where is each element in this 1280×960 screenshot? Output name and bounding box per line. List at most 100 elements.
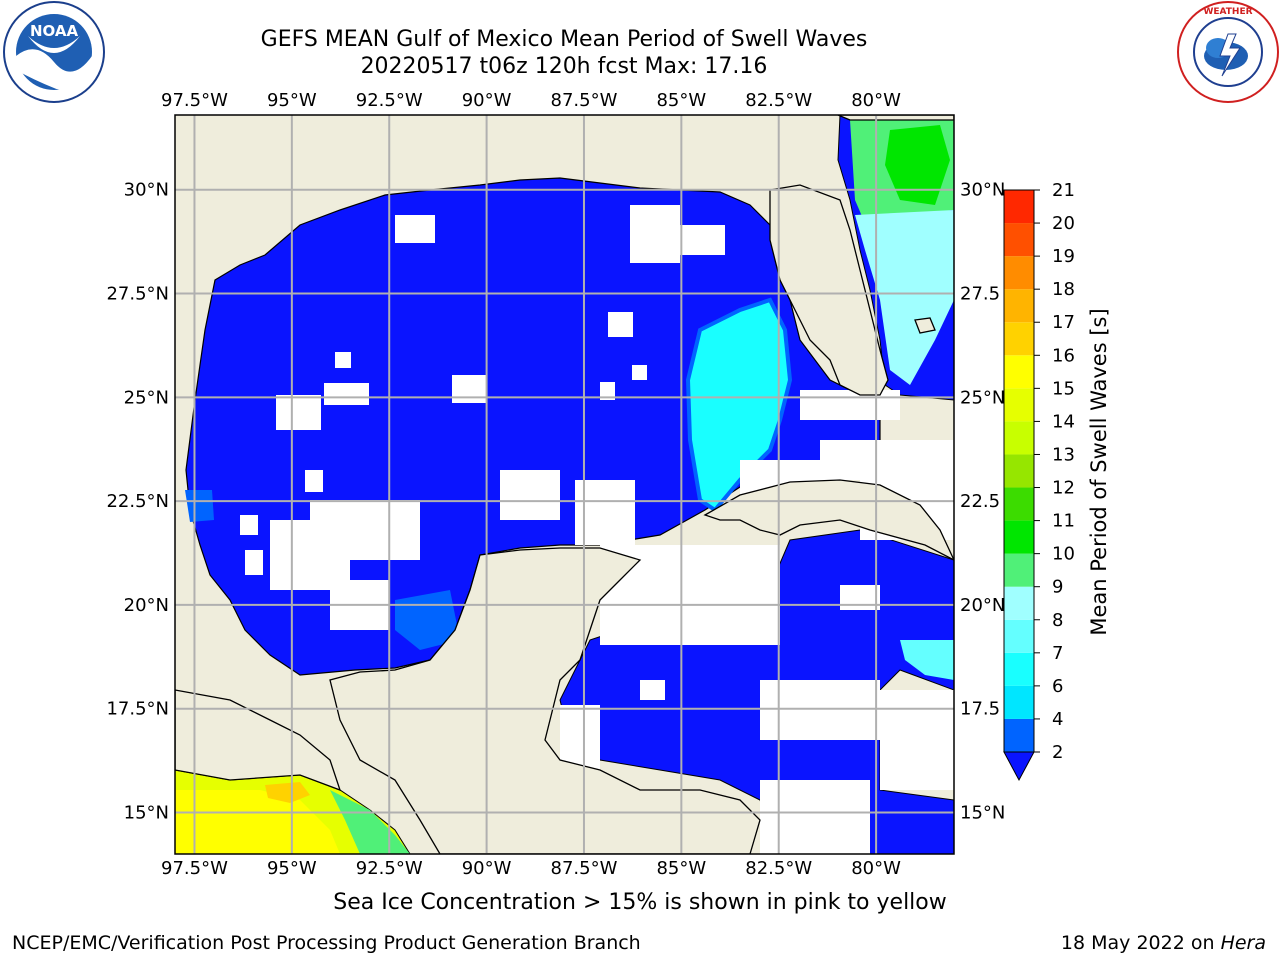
longitude-label: 97.5°W — [161, 90, 228, 111]
yucatan-peninsula — [329, 547, 761, 854]
colorbar-frame — [1003, 189, 1035, 753]
colorbar-tick-label: 9 — [1052, 577, 1063, 598]
longitude-label: 80°W — [851, 90, 901, 111]
atlantic-green-core — [885, 125, 950, 205]
longitude-label: 87.5°W — [551, 858, 618, 879]
colorbar-segment — [1004, 190, 1034, 224]
colorbar-segment — [1004, 454, 1034, 488]
colorbar-segment — [1004, 619, 1034, 653]
map-title: GEFS MEAN Gulf of Mexico Mean Period of … — [260, 27, 868, 52]
latitude-label: 27.5°N — [106, 284, 169, 305]
colorbar-segment — [1004, 289, 1034, 323]
latitude-label-right: 20°N — [960, 595, 1005, 616]
pacific-orange-spot — [265, 782, 310, 803]
colorbar-label: Mean Period of Swell Waves [s] — [1087, 308, 1111, 635]
colorbar-segment — [1004, 652, 1034, 686]
colorbar-tick-label: 20 — [1052, 213, 1075, 234]
graticule — [175, 115, 954, 854]
latitude-label-right: 27.5 — [960, 284, 1000, 305]
colorbar: 2 4 6 7 8 9 10 11 12 13 14 15 16 17 18 19 20 21 — [1003, 180, 1075, 782]
colorbar-segment — [1004, 388, 1034, 422]
colorbar-tick-label: 17 — [1052, 312, 1075, 333]
colorbar-tick-label: 16 — [1052, 345, 1075, 366]
colorbar-tick-label: 21 — [1052, 180, 1075, 201]
colorbar-tick-label: 19 — [1052, 246, 1075, 267]
colorbar-tick-label: 2 — [1052, 742, 1063, 763]
colorbar-segment — [1004, 553, 1034, 587]
latitude-label: 22.5°N — [106, 491, 169, 512]
gulf-cyan-plume — [685, 297, 793, 513]
colorbar-tick-label: 18 — [1052, 279, 1075, 300]
longitude-labels-bottom: 97.5°W 95°W 92.5°W 90°W 87.5°W 85°W 82.5°W 80°W — [161, 858, 901, 879]
longitude-label: 95°W — [267, 858, 317, 879]
colorbar-tick-label: 6 — [1052, 676, 1063, 697]
western-gulf-light-area — [185, 490, 214, 522]
longitude-label: 82.5°W — [745, 90, 812, 111]
land-masses — [175, 115, 954, 854]
svg-text:NOAA: NOAA — [30, 22, 79, 40]
colorbar-tick-label: 10 — [1052, 544, 1075, 565]
latitude-label-right: 30°N — [960, 180, 1005, 201]
florida-peninsula — [769, 184, 889, 396]
colorbar-tick-label: 11 — [1052, 511, 1075, 532]
colorbar-tick-label: 15 — [1052, 378, 1075, 399]
footer-credit: NCEP/EMC/Verification Post Processing Pr… — [12, 932, 641, 954]
colorbar-segment — [1004, 586, 1034, 620]
noaa-logo: NOAA — [3, 1, 105, 103]
colorbar-tick-label: 12 — [1052, 478, 1075, 499]
colorbar-segment — [1004, 322, 1034, 356]
colorbar-segment — [1004, 487, 1034, 521]
central-america-lowlands — [175, 689, 342, 792]
longitude-label: 90°W — [462, 90, 512, 111]
florida-east-coast — [837, 115, 954, 121]
map-subtitle: 20220517 t06z 120h fcst Max: 17.16 — [360, 54, 768, 79]
colorbar-tick-label: 13 — [1052, 444, 1075, 465]
footer-date-text: 18 May 2022 on — [1060, 932, 1221, 954]
caribbean-cyan-area — [900, 640, 954, 680]
longitude-label: 92.5°W — [356, 90, 423, 111]
longitude-label: 95°W — [267, 90, 317, 111]
longitude-label: 92.5°W — [356, 858, 423, 879]
latitude-label-right: 15°N — [960, 802, 1005, 823]
cuba-island — [703, 479, 954, 561]
colorbar-segment — [1004, 355, 1034, 389]
latitude-label-right: 17.5 — [960, 699, 1000, 720]
latitude-label: 17.5°N — [106, 699, 169, 720]
colorbar-segment — [1004, 421, 1034, 455]
colorbar-segment — [1004, 223, 1034, 257]
footer-host: Hera — [1220, 932, 1266, 954]
latitude-label: 30°N — [124, 180, 169, 201]
longitude-label: 80°W — [851, 858, 901, 879]
pacific-yellow-core — [175, 790, 340, 854]
latitude-label: 15°N — [124, 802, 169, 823]
bahamas-island — [914, 317, 936, 334]
sea-ice-note: Sea Ice Concentration > 15% is shown in … — [333, 890, 947, 915]
colorbar-segment — [1004, 256, 1034, 290]
longitude-label: 97.5°W — [161, 858, 228, 879]
colorbar-segment — [1004, 520, 1034, 554]
longitude-label: 87.5°W — [551, 90, 618, 111]
latitude-label: 20°N — [124, 595, 169, 616]
longitude-label: 85°W — [656, 90, 706, 111]
colorbar-segment — [1004, 685, 1034, 719]
latitude-label-right: 22.5 — [960, 491, 1000, 512]
latitude-labels-right: 30°N 27.5 25°N 22.5 20°N 17.5 15°N — [960, 180, 1005, 824]
colorbar-segment — [1004, 718, 1034, 752]
latitude-label: 25°N — [124, 387, 169, 408]
colorbar-tick-label: 4 — [1052, 709, 1063, 730]
colorbar-under-arrow — [1003, 751, 1035, 782]
latitude-labels-left: 30°N 27.5°N 25°N 22.5°N 20°N 17.5°N 15°N — [106, 180, 169, 824]
nws-logo: WEATHER — [1177, 1, 1279, 103]
colorbar-tick-label: 7 — [1052, 643, 1063, 664]
atlantic-cyan-area — [855, 210, 954, 385]
footer-date: 18 May 2022 on Hera — [1061, 932, 1266, 954]
svg-text:WEATHER: WEATHER — [1203, 7, 1252, 17]
longitude-label: 85°W — [656, 858, 706, 879]
longitude-label: 90°W — [462, 858, 512, 879]
colorbar-tick-label: 8 — [1052, 610, 1063, 631]
longitude-label: 82.5°W — [745, 858, 812, 879]
latitude-label-right: 25°N — [960, 387, 1005, 408]
colorbar-tick-label: 14 — [1052, 411, 1075, 432]
map-frame — [174, 114, 955, 855]
